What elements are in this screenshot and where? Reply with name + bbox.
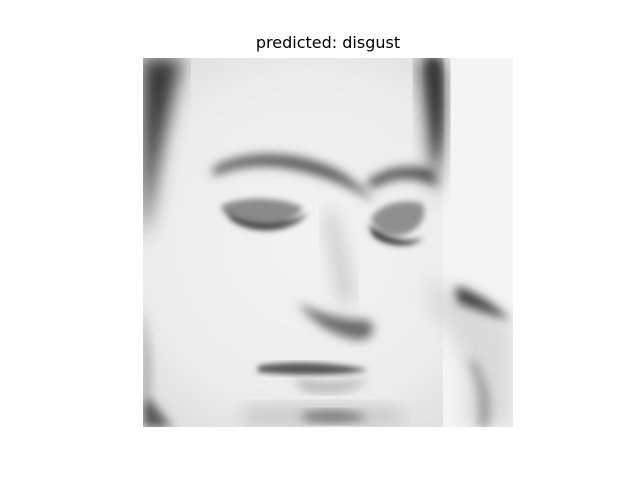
face-photo — [143, 58, 513, 427]
figure-title: predicted: disgust — [255, 33, 401, 52]
face-image — [143, 58, 513, 427]
